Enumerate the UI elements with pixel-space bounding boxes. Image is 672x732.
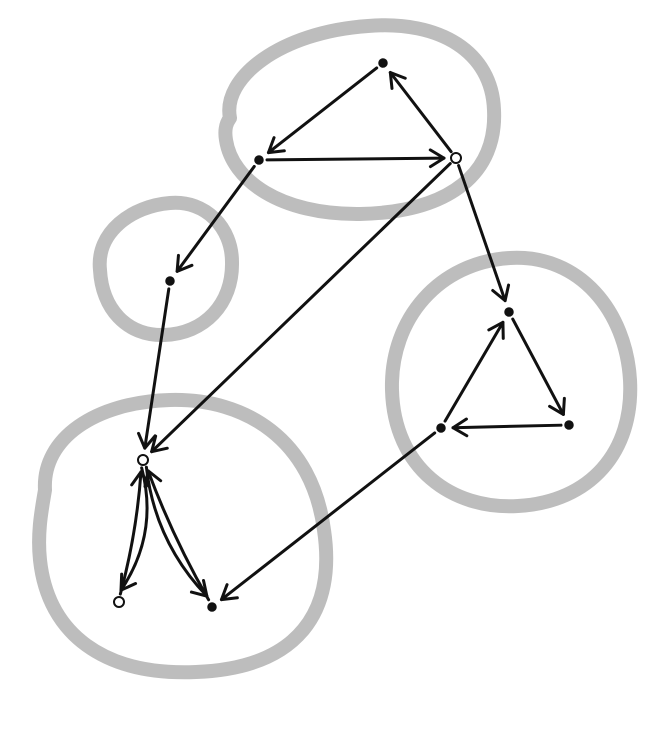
region-top-outline (218, 18, 502, 222)
arrowhead-r-right-to-r-left (451, 417, 469, 438)
region-left-small-outline (92, 195, 240, 343)
arrowhead-top-c-to-bl-hub (150, 434, 169, 454)
edge-top-c-to-top-a (388, 71, 453, 154)
arrowhead-mid-a-to-bl-hub (137, 431, 157, 450)
arrowhead-top-b-to-mid-a (175, 253, 194, 273)
node-top-a (378, 58, 388, 68)
edge-r-top-to-r-right (511, 317, 565, 416)
node-r-top (504, 307, 514, 317)
node-r-right (564, 420, 574, 430)
region-right-outline (384, 250, 638, 514)
node-bl-hub (137, 454, 149, 466)
edge-top-a-to-top-b (266, 66, 379, 155)
node-mid-a (165, 276, 175, 286)
arrowhead-r-top-to-r-right (548, 396, 566, 416)
edge-r-right-to-r-left (451, 423, 563, 430)
arrowhead-top-c-to-r-top (491, 283, 511, 303)
node-top-b (254, 155, 264, 165)
edge-bl-hub-to-bl-right (144, 465, 209, 598)
edge-top-c-to-bl-hub (150, 162, 452, 454)
edge-bl-left-to-bl-hub (118, 470, 143, 596)
edge-top-c-to-r-top (457, 164, 507, 303)
arrowhead-top-a-to-top-b (266, 136, 286, 155)
edge-mid-a-to-bl-hub (143, 287, 171, 450)
arrowhead-top-c-to-top-a (388, 71, 407, 90)
region-bottom-left-outline (32, 392, 334, 680)
node-bl-left (113, 596, 125, 608)
node-r-left (436, 423, 446, 433)
edge-r-left-to-bl-right (219, 431, 437, 602)
node-bl-right (207, 602, 217, 612)
arrowhead-r-left-to-bl-right (219, 583, 239, 602)
edge-top-b-to-mid-a (175, 164, 256, 273)
regions-layer (32, 18, 638, 680)
arrowhead-bl-right-to-bl-hub (143, 469, 163, 489)
edge-r-left-to-r-top (443, 320, 505, 423)
edge-bl-right-to-bl-hub (146, 469, 211, 602)
arrowhead-top-b-to-top-c (428, 148, 446, 169)
arrowhead-r-left-to-r-top (487, 320, 505, 340)
node-top-c (450, 152, 462, 164)
edges-layer (118, 66, 566, 602)
edge-top-b-to-top-c (265, 156, 446, 162)
nodes-layer (113, 58, 574, 612)
